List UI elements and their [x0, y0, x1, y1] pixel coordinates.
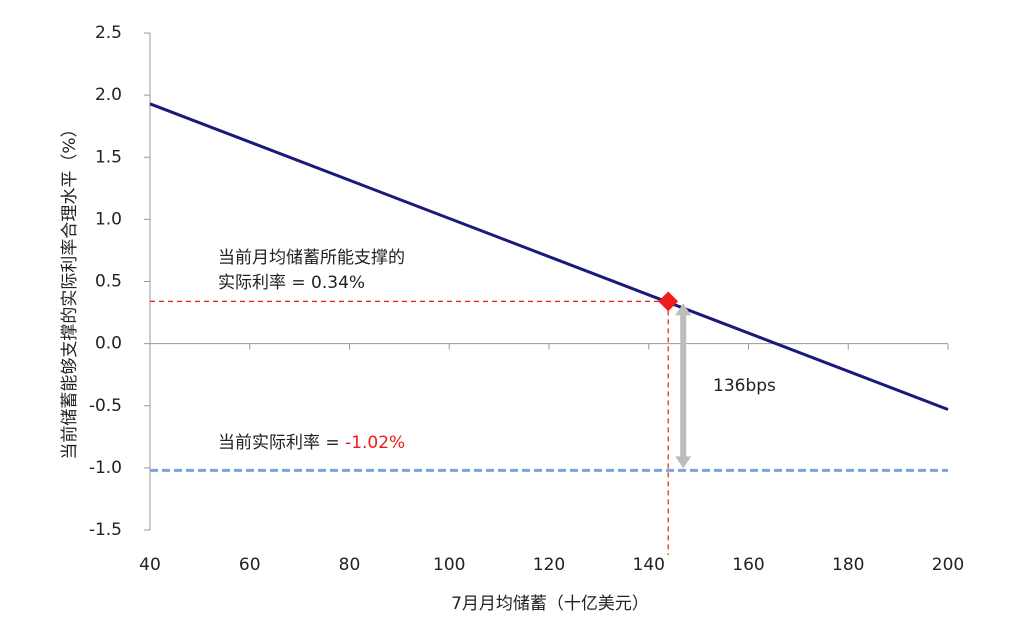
x-tick-label: 200 — [932, 555, 964, 575]
y-tick-label: -1.5 — [89, 520, 122, 540]
line-series — [149, 102, 949, 411]
y-tick-label: -0.5 — [89, 396, 122, 416]
y-tick-label: 2.0 — [95, 85, 122, 105]
annotation-value: -1.02% — [345, 433, 405, 453]
x-tick-label: 40 — [139, 555, 161, 575]
x-tick-label: 60 — [239, 555, 261, 575]
y-tick-label: 2.5 — [95, 23, 122, 43]
x-tick-label: 120 — [533, 555, 565, 575]
y-tick-label: 0.5 — [95, 272, 122, 292]
marker — [658, 291, 679, 312]
y-tick-label: 1.5 — [95, 147, 122, 167]
annotation: 实际利率 = 0.34% — [218, 273, 365, 293]
annotation: 136bps — [713, 376, 776, 396]
y-tick-label: -1.0 — [89, 458, 122, 478]
y-tick-label: 1.0 — [95, 209, 122, 229]
x-tick-label: 80 — [339, 555, 361, 575]
gap-arrow — [675, 303, 692, 469]
x-tick-label: 160 — [732, 555, 764, 575]
annotation: 当前月均储蓄所能支撑的 — [218, 248, 405, 268]
y-axis-label: 当前储蓄能够支撑的实际利率合理水平（%） — [60, 120, 80, 459]
x-tick-label: 180 — [832, 555, 864, 575]
x-axis-label: 7月月均储蓄（十亿美元） — [451, 594, 649, 614]
x-tick-label: 140 — [633, 555, 665, 575]
x-tick-label: 100 — [433, 555, 465, 575]
annotation: 当前实际利率 = -1.02% — [218, 433, 405, 453]
y-tick-label: 0.0 — [95, 334, 122, 354]
annotation-text: 当前实际利率 = — [218, 433, 345, 453]
